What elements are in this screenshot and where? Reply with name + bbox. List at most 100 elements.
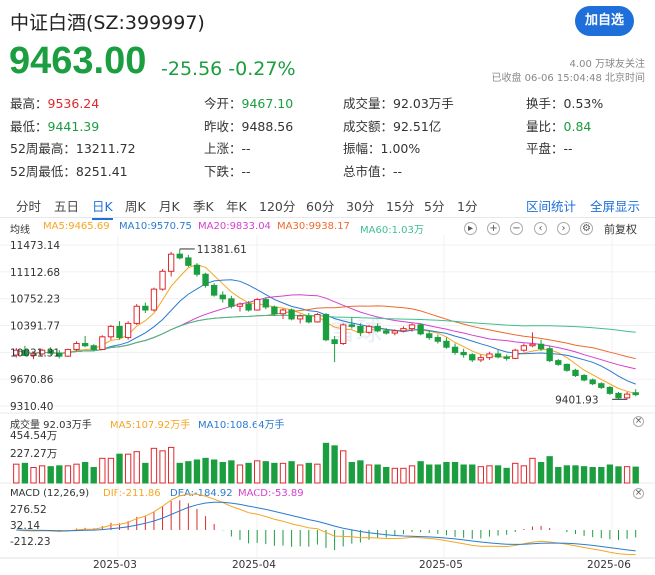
volume-bar [434,464,442,484]
x-axis-label: 2025-03 [93,559,137,571]
candle-body [297,315,304,320]
max-price-label: 11381.61 [197,244,247,256]
volume-bar [563,465,571,484]
change-value: -25.56 [161,58,223,80]
tab-daily-k[interactable]: 日K [92,196,113,220]
candle-body [374,325,381,332]
volume-bar [56,465,63,484]
settings-icon[interactable]: ⚙ [580,222,593,235]
tab-30min[interactable]: 30分 [346,199,375,214]
macd-legend: MACD:-53.89 [238,488,304,499]
tab-monthly-k[interactable]: 月K [159,199,180,214]
kline-chart[interactable]: 雪球 11473.1411112.6810752.2310391.7710031… [0,218,655,575]
scroll-left-icon[interactable]: ‹ [534,222,547,235]
close-macd-icon[interactable]: × [633,488,644,499]
x-axis-label: 2025-06 [587,559,631,571]
candle-body [254,299,261,311]
candle-body [288,309,295,320]
dif-line [16,493,636,556]
vol-ma10-legend: MA10:108.64万手 [198,420,285,431]
add-to-watchlist-button[interactable]: 加自选 [575,6,634,36]
candle-body [632,392,639,396]
dea-line [16,501,636,552]
volume-bar [348,462,355,484]
volume-bar [632,466,639,484]
candle-body [81,342,89,347]
stat-52w-low: 52周最低：8251.41 [10,164,128,180]
zoom-out-icon[interactable]: − [510,222,523,235]
volume-bar [529,457,536,484]
scroll-right-icon[interactable]: › [557,222,570,235]
min-price-label: 9401.93 [555,394,598,406]
adjust-mode-select[interactable]: 前复权 [604,223,637,236]
volume-bar [322,442,330,484]
volume-bar [133,451,140,484]
ma60-legend: MA60:1.03万 [360,225,424,236]
candle-body [434,337,442,342]
candle-body [383,330,390,334]
candle-body [176,253,183,259]
candle-body [30,353,37,356]
tab-intraday[interactable]: 分时 [16,199,42,214]
stat-down-count: 下跌：-- [204,164,251,180]
tab-60min[interactable]: 60分 [306,199,335,214]
x-axis-label: 2025-05 [419,559,463,571]
tab-weekly-k[interactable]: 周K [125,199,146,214]
candle-body [546,348,553,362]
candle-body [365,325,373,333]
volume-bar [546,456,553,484]
tab-15min[interactable]: 15分 [386,199,415,214]
stat-52w-high: 52周最高：13211.72 [10,141,136,157]
volume-bar [236,464,244,484]
volume-bar [426,464,433,484]
candle-body [271,306,278,315]
current-price: 9463.00 [9,40,147,82]
stat-turnover: 换手：0.53% [526,96,604,111]
volume-bar [271,462,278,484]
stat-amount: 成交额：92.51亿 [343,118,442,134]
fullscreen-button[interactable]: 全屏显示 [590,199,641,214]
stat-low: 最低：9441.39 [10,118,100,134]
candle-body [64,348,72,357]
stats-row: 最低：9441.39 昨收：9488.56 成交额：92.51亿 量比：0.84 [10,116,650,139]
volume-bar [167,446,175,484]
candle-body [580,375,588,381]
volume-bar [451,462,459,484]
volume-bar [254,460,261,484]
volume-bar [555,467,562,484]
stat-prev-close: 昨收：9488.56 [204,118,294,134]
volume-bar [202,457,209,484]
macd-tick-label: 32.14 [10,520,40,532]
stat-high: 最高：9536.24 [10,96,100,111]
candle-body [357,325,364,333]
play-icon[interactable]: ▸ [464,222,477,235]
candle-body [512,349,519,359]
range-stats-button[interactable]: 区间统计 [526,199,577,214]
volume-bar [297,464,304,484]
volume-bar [477,466,485,484]
price-tick-label: 11473.14 [10,240,60,252]
volume-bar [159,450,166,484]
price-tick-label: 10752.23 [10,294,60,306]
tab-120min[interactable]: 120分 [259,199,296,214]
volume-bar [606,464,614,484]
dea-legend: DEA:-184.92 [170,488,233,499]
price-tick-label: 9670.86 [10,374,54,386]
volume-bar [589,467,596,484]
zoom-in-icon[interactable]: + [487,222,500,235]
tab-1min[interactable]: 1分 [457,199,478,214]
volume-bar [486,465,493,484]
candle-body [142,305,149,311]
candle-body [228,298,235,307]
volume-bar [417,461,424,484]
tab-yearly-k[interactable]: 年K [226,199,247,214]
close-volume-icon[interactable]: × [633,416,644,427]
tab-5day[interactable]: 五日 [54,199,80,214]
quote-stats: 最高：9536.24 今开：9467.10 成交量：92.03万手 换手：0.5… [10,93,650,184]
tab-5min[interactable]: 5分 [424,199,445,214]
tab-quarterly-k[interactable]: 季K [193,199,214,214]
candle-body [589,379,596,385]
volume-bar [219,462,226,484]
candle-body [56,352,63,357]
volume-bar [21,462,29,484]
